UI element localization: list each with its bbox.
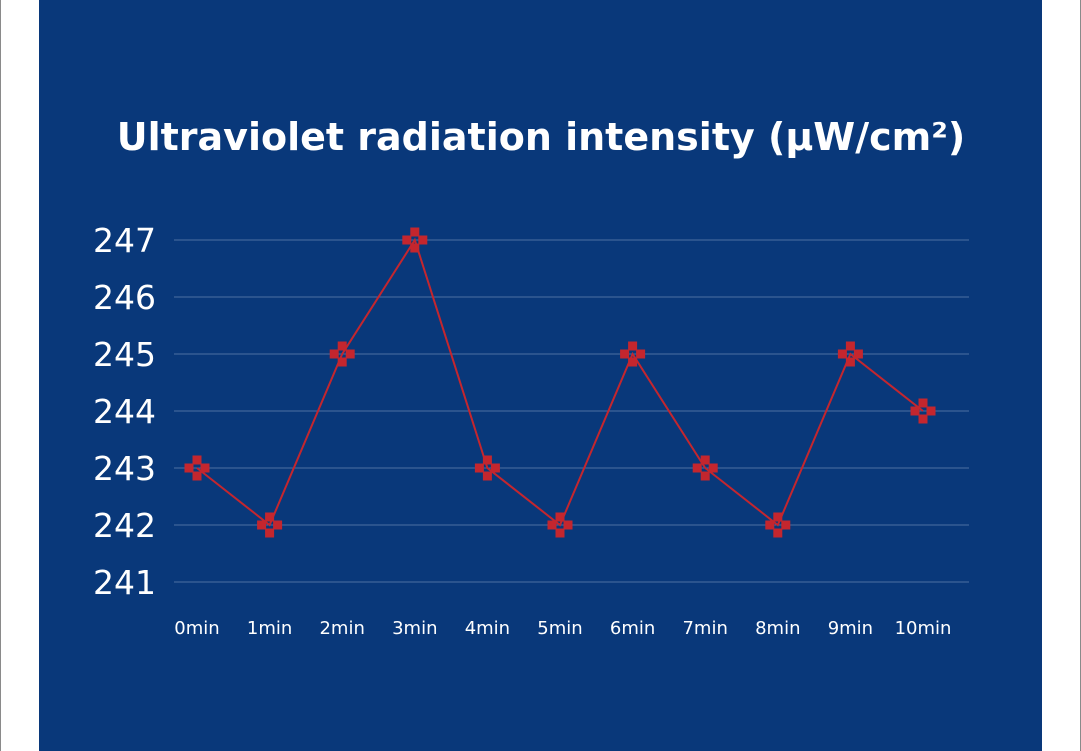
marker-part [845, 357, 855, 367]
marker-part [918, 398, 928, 408]
marker-part [482, 471, 492, 481]
marker-part [418, 235, 428, 245]
marker-part [708, 463, 718, 473]
data-point-0min [184, 455, 210, 481]
data-point-5min [547, 512, 573, 538]
marker-part [918, 414, 928, 424]
data-point-9min [837, 341, 863, 367]
marker-part [402, 235, 412, 245]
x-tick-label-4min: 4min [465, 618, 510, 639]
marker-part [926, 406, 936, 416]
chart-title: Ultraviolet radiation intensity (µW/cm²) [117, 115, 966, 159]
marker-part [265, 512, 275, 522]
marker-part [845, 341, 855, 351]
data-point-8min [765, 512, 791, 538]
x-tick-label-6min: 6min [610, 618, 655, 639]
marker-part [184, 463, 194, 473]
series-line-group [196, 237, 924, 527]
data-point-6min [620, 341, 646, 367]
marker-part [781, 520, 791, 530]
marker-part [773, 528, 783, 538]
marker-part [773, 512, 783, 522]
y-tick-label-244: 244 [93, 392, 156, 431]
marker-part [628, 357, 638, 367]
chart-panel [39, 0, 1042, 751]
x-tick-label-5min: 5min [537, 618, 582, 639]
marker-part [692, 463, 702, 473]
marker-part [410, 243, 420, 253]
marker-part [273, 520, 283, 530]
marker-part [257, 520, 267, 530]
x-tick-label-8min: 8min [755, 618, 800, 639]
data-point-10min [910, 398, 936, 424]
marker-part [345, 349, 355, 359]
marker-part [700, 455, 710, 465]
marker-part [490, 463, 500, 473]
x-tick-label-7min: 7min [682, 618, 727, 639]
y-tick-label-247: 247 [93, 221, 156, 260]
data-point-4min [474, 455, 500, 481]
marker-part [700, 471, 710, 481]
data-point-1min [257, 512, 283, 538]
data-point-2min [329, 341, 355, 367]
marker-part [410, 227, 420, 237]
y-tick-label-246: 246 [93, 278, 156, 317]
series-line-0 [196, 237, 924, 527]
marker-part [765, 520, 775, 530]
y-axis-tick-labels: 241 242 243 244 245 246 247 [93, 221, 156, 602]
marker-part [265, 528, 275, 538]
marker-part [192, 471, 202, 481]
marker-part [329, 349, 339, 359]
marker-part [192, 455, 202, 465]
x-tick-label-2min: 2min [319, 618, 364, 639]
y-tick-label-243: 243 [93, 449, 156, 488]
x-tick-label-10min: 10min [895, 618, 952, 639]
marker-part [837, 349, 847, 359]
x-axis-tick-labels: 0min 1min 2min 3min 4min 5min 6min 7min 8min 9min… [174, 618, 951, 639]
marker-part [910, 406, 920, 416]
marker-part [853, 349, 863, 359]
data-point-3min [402, 227, 428, 253]
data-point-7min [692, 455, 718, 481]
y-tick-label-241: 241 [93, 563, 156, 602]
x-tick-label-3min: 3min [392, 618, 437, 639]
marker-part [620, 349, 630, 359]
marker-part [474, 463, 484, 473]
y-tick-label-245: 245 [93, 335, 156, 374]
marker-part [636, 349, 646, 359]
marker-part [628, 341, 638, 351]
series-markers [184, 227, 936, 538]
marker-part [547, 520, 557, 530]
gridlines [174, 239, 969, 583]
marker-part [555, 528, 565, 538]
y-tick-label-242: 242 [93, 506, 156, 545]
x-tick-label-0min: 0min [174, 618, 219, 639]
x-tick-label-1min: 1min [247, 618, 292, 639]
marker-part [200, 463, 210, 473]
marker-part [555, 512, 565, 522]
marker-part [337, 357, 347, 367]
marker-part [337, 341, 347, 351]
marker-part [482, 455, 492, 465]
x-tick-label-9min: 9min [828, 618, 873, 639]
marker-part [563, 520, 573, 530]
